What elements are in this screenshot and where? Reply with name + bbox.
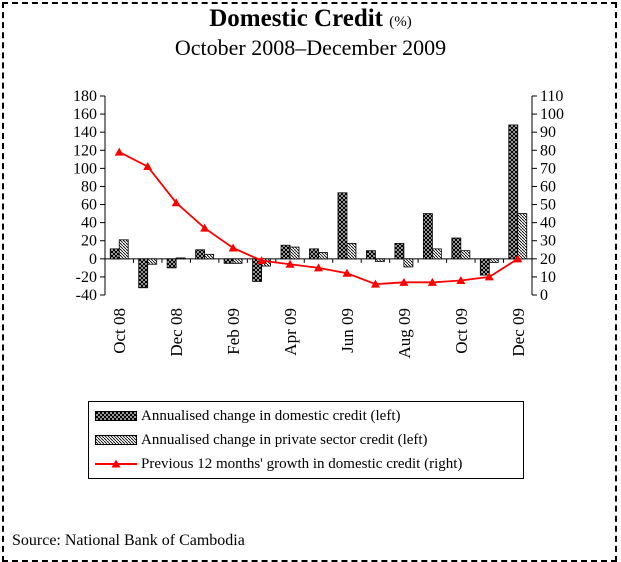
right-tick-label: 0 <box>540 287 548 304</box>
growth-marker <box>427 277 437 286</box>
legend-label-private: Annualised change in private sector cred… <box>141 432 428 448</box>
left-tick-label: 160 <box>73 106 97 123</box>
left-tick-label: 0 <box>89 251 97 268</box>
bar-domestic-credit <box>451 237 462 260</box>
bar-domestic-credit <box>138 258 149 289</box>
right-tick-label: 60 <box>540 178 556 195</box>
chart-title-text: Domestic Credit <box>209 5 384 32</box>
bar-domestic-credit <box>508 124 519 260</box>
growth-marker <box>456 276 466 285</box>
bar-private-credit <box>346 243 357 260</box>
chart-title: Domestic Credit (%) <box>0 4 621 37</box>
bar-private-credit <box>204 253 215 260</box>
growth-marker <box>484 272 494 281</box>
growth-marker <box>257 256 267 265</box>
chart-subtitle: October 2008–December 2009 <box>174 35 447 60</box>
bar-private-credit <box>232 258 243 264</box>
bar-private-credit <box>289 246 300 260</box>
chart-plot: -40-200204060801001201401601800102030405… <box>73 88 564 359</box>
bar-private-credit <box>460 250 471 260</box>
bar-domestic-credit <box>422 213 433 260</box>
right-tick-label: 50 <box>540 197 556 214</box>
left-tick-label: -40 <box>76 287 97 304</box>
x-tick-label: Dec 09 <box>509 308 528 357</box>
right-tick-label: 20 <box>540 251 556 268</box>
left-tick-label: 80 <box>81 178 97 195</box>
right-tick-label: 70 <box>540 160 556 177</box>
left-tick-label: 60 <box>81 197 97 214</box>
chart-title-unit: (%) <box>389 14 412 30</box>
bar-domestic-credit <box>337 192 348 260</box>
left-tick-label: 40 <box>81 215 97 232</box>
growth-marker <box>200 223 210 232</box>
growth-marker <box>171 198 181 207</box>
left-tick-label: 20 <box>81 233 97 250</box>
left-tick-label: 180 <box>73 88 97 105</box>
bar-domestic-credit <box>109 248 120 260</box>
x-tick-label: Aug 09 <box>395 308 414 359</box>
bar-private-credit <box>118 239 129 260</box>
growth-marker <box>228 243 238 252</box>
x-tick-label: Apr 09 <box>281 308 300 356</box>
x-tick-label: Jun 09 <box>338 308 357 353</box>
x-tick-label: Oct 08 <box>110 308 129 354</box>
growth-marker <box>513 254 523 263</box>
growth-marker <box>114 147 124 156</box>
legend-swatch-growth <box>95 459 137 468</box>
right-tick-label: 10 <box>540 269 556 286</box>
right-tick-label: 40 <box>540 215 556 232</box>
right-tick-label: 100 <box>540 106 564 123</box>
legend-swatch-private <box>95 435 137 445</box>
right-tick-label: 110 <box>540 88 563 105</box>
left-tick-label: 140 <box>73 124 97 141</box>
bar-domestic-credit <box>223 258 234 264</box>
right-tick-label: 30 <box>540 233 556 250</box>
left-tick-label: 100 <box>73 160 97 177</box>
legend-swatch-domestic <box>95 411 137 421</box>
bar-domestic-credit <box>280 244 291 260</box>
x-tick-label: Dec 08 <box>167 308 186 357</box>
bar-domestic-credit <box>309 248 319 260</box>
bar-private-credit <box>175 257 186 260</box>
growth-marker <box>143 162 153 171</box>
bar-domestic-credit <box>479 258 490 276</box>
growth-marker <box>285 259 295 268</box>
left-tick-label: -20 <box>76 269 97 286</box>
bar-domestic-credit <box>195 249 206 260</box>
bar-domestic-credit <box>366 250 376 260</box>
bar-private-credit <box>488 258 499 263</box>
right-tick-label: 90 <box>540 124 556 141</box>
growth-marker <box>399 277 409 286</box>
left-tick-label: 120 <box>73 142 97 159</box>
growth-marker <box>370 279 380 288</box>
x-tick-label: Feb 09 <box>224 308 243 355</box>
bar-private-credit <box>517 213 528 260</box>
bar-private-credit <box>318 252 328 260</box>
chart-legend: Annualised change in domestic credit (le… <box>88 401 524 479</box>
legend-label-growth: Previous 12 months' growth in domestic c… <box>141 456 463 472</box>
legend-label-domestic: Annualised change in domestic credit (le… <box>141 408 401 424</box>
bar-private-credit <box>403 258 414 268</box>
growth-marker <box>314 263 323 272</box>
bar-private-credit <box>431 248 442 260</box>
growth-marker <box>342 268 352 277</box>
right-tick-label: 80 <box>540 142 556 159</box>
bar-domestic-credit <box>166 258 177 269</box>
x-tick-label: Oct 09 <box>452 308 471 354</box>
bar-private-credit <box>147 258 158 265</box>
bar-private-credit <box>375 258 385 262</box>
bar-domestic-credit <box>394 243 405 260</box>
source-note: Source: National Bank of Cambodia <box>12 532 245 549</box>
